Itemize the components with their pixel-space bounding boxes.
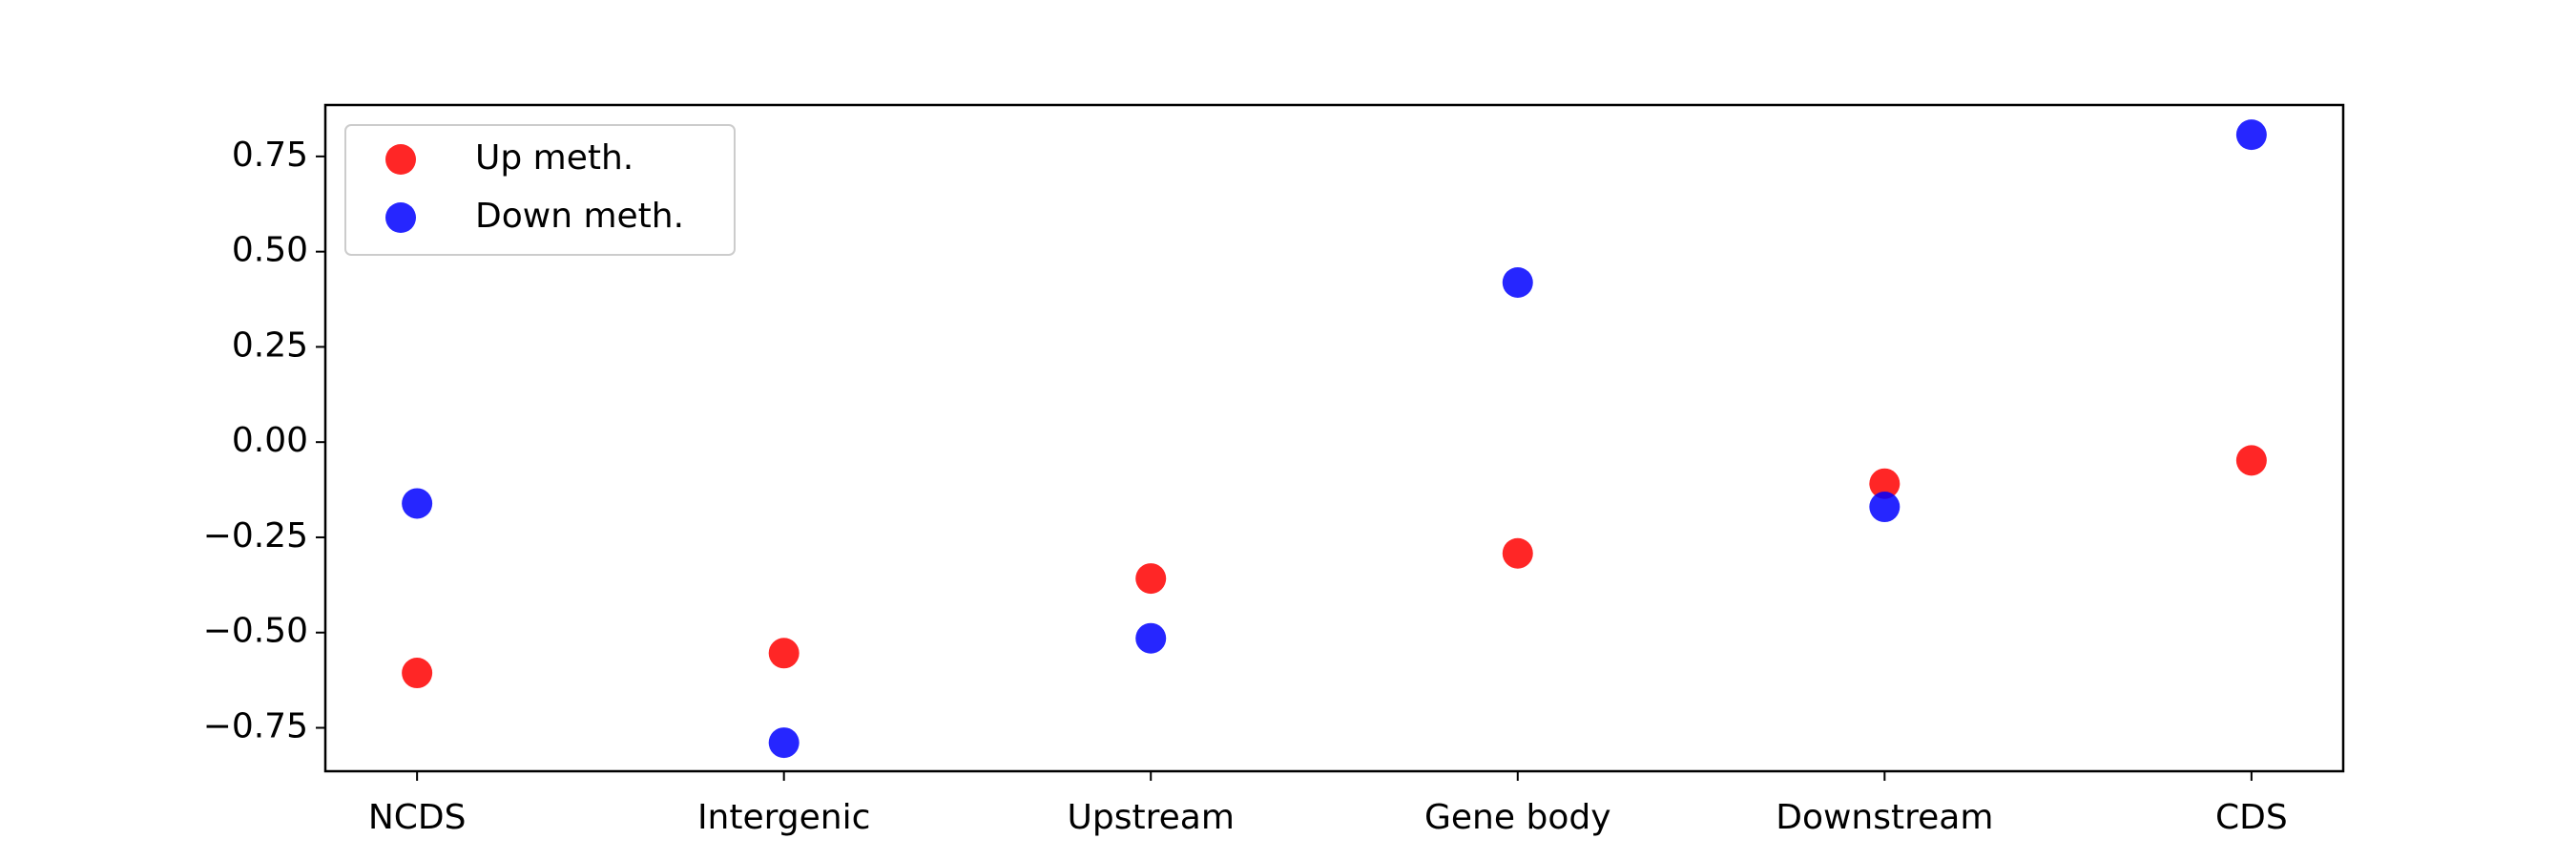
x-tick-label: Downstream [1776, 798, 1993, 837]
point [2235, 445, 2267, 476]
point [1135, 563, 1167, 595]
y-tick-label: 0.00 [232, 421, 308, 460]
y-tick-label: −0.75 [203, 707, 308, 746]
legend-box [344, 124, 736, 256]
y-tick-label: −0.50 [203, 612, 308, 651]
plot-frame [323, 103, 2345, 773]
x-tick-label: Intergenic [697, 798, 870, 837]
point [2235, 119, 2267, 151]
point [1135, 622, 1167, 654]
legend-marker [385, 144, 416, 175]
point [402, 658, 433, 689]
point [768, 727, 800, 759]
x-tick-label: NCDS [368, 798, 467, 837]
y-tick-label: 0.75 [232, 136, 308, 175]
point [402, 488, 433, 519]
y-tick-label: 0.50 [232, 231, 308, 270]
legend-label: Down meth. [475, 197, 684, 236]
point [1869, 492, 1901, 523]
y-tick-label: 0.25 [232, 325, 308, 365]
point [1502, 537, 1533, 569]
x-tick-label: CDS [2215, 798, 2288, 837]
point [1502, 266, 1533, 298]
x-tick-label: Gene body [1424, 798, 1611, 837]
point [768, 638, 800, 669]
x-tick-label: Upstream [1068, 798, 1235, 837]
point [1869, 468, 1901, 499]
y-tick-label: −0.25 [203, 516, 308, 556]
legend-label: Up meth. [475, 138, 634, 178]
legend-marker [385, 202, 416, 233]
